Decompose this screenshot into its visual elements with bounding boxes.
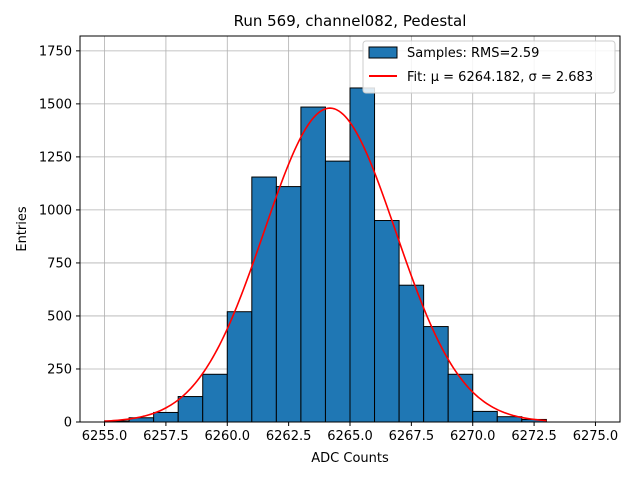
y-tick-label-7: 1750 [39, 44, 72, 59]
y-axis-ticks: 0 250 500 750 1000 1250 1500 1750 [39, 44, 80, 431]
chart-title: Run 569, channel082, Pedestal [234, 12, 467, 30]
fit-curve [104, 107, 547, 422]
histogram-bar-8 [300, 106, 326, 423]
histogram-bar-7 [275, 186, 302, 423]
histogram-bar-14 [447, 373, 474, 423]
histogram-bar-9 [324, 160, 351, 423]
x-tick-label-6: 6270.0 [450, 429, 496, 444]
x-tick-label-1: 6257.5 [143, 429, 189, 444]
x-tick-label-7: 6272.5 [511, 429, 557, 444]
x-axis-ticks: 6255.0 6257.5 6260.0 6262.5 6265.0 6267.5 6270… [82, 422, 618, 444]
legend-label-samples: Samples: RMS=2.59 [407, 46, 539, 61]
x-tick-label-8: 6275.0 [573, 429, 619, 444]
histogram-bars [104, 87, 547, 423]
histogram-bar-6 [251, 176, 277, 423]
x-tick-label-0: 6255.0 [82, 429, 128, 444]
legend-box [362, 40, 616, 94]
histogram-bar-5 [226, 311, 253, 423]
histogram-bar-13 [423, 326, 449, 423]
histogram-bar-12 [398, 284, 425, 423]
x-tick-label-5: 6267.5 [389, 429, 435, 444]
legend: Samples: RMS=2.59 Fit: μ = 6264.182, σ =… [362, 40, 616, 94]
y-tick-label-4: 1000 [39, 203, 72, 218]
histogram-bar-10 [349, 87, 376, 423]
x-tick-label-4: 6265.0 [327, 429, 373, 444]
histogram-bar-3 [177, 396, 204, 423]
x-tick-label-2: 6260.0 [205, 429, 251, 444]
histogram-bar-2 [153, 411, 179, 423]
y-tick-label-2: 500 [47, 309, 72, 324]
x-axis-label: ADC Counts [311, 451, 389, 466]
legend-label-fit: Fit: μ = 6264.182, σ = 2.683 [407, 70, 593, 85]
y-tick-label-6: 1500 [39, 97, 72, 112]
histogram-bar-4 [202, 373, 228, 423]
y-tick-label-3: 750 [47, 256, 72, 271]
fit-curve-group [104, 107, 547, 422]
y-axis-label: Entries [15, 206, 30, 252]
y-tick-label-1: 250 [47, 362, 72, 377]
legend-swatch-samples [368, 46, 398, 59]
y-tick-label-0: 0 [64, 416, 72, 431]
histogram-bar-11 [374, 220, 400, 423]
y-tick-label-5: 1250 [39, 150, 72, 165]
x-tick-label-3: 6262.5 [266, 429, 312, 444]
histogram-bar-15 [472, 410, 498, 423]
